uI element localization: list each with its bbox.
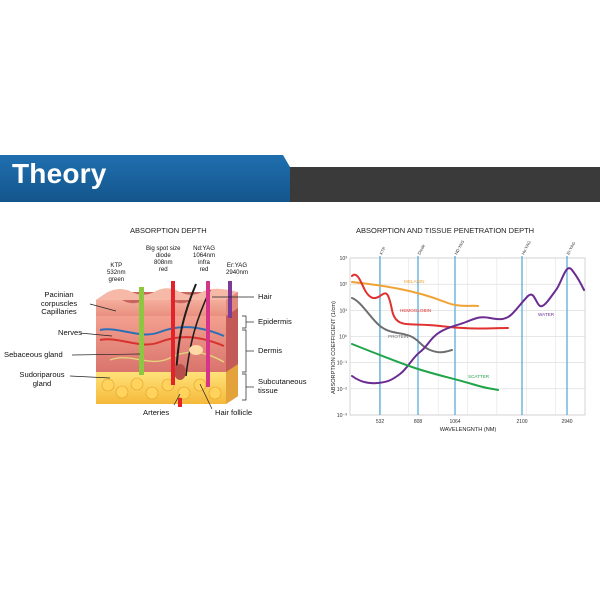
label-epidermis: Epidermis (258, 317, 292, 326)
laser-label-ndyag: Nd:YAG 1064nm infra red (193, 245, 216, 273)
diode-beam (171, 281, 175, 385)
label-hair: Hair (258, 292, 272, 301)
laser-line-label: Diode (416, 243, 426, 256)
penetration-title: ABSORPTION AND TISSUE PENETRATION DEPTH (356, 226, 535, 235)
curve-label-water: WATER (538, 312, 555, 317)
page-title: Theory (12, 158, 107, 189)
fat-layer (96, 372, 226, 404)
laser-line-label: KTP (378, 246, 386, 256)
eryag-beam (228, 281, 232, 318)
label-hair-follicle: Hair follicle (215, 408, 253, 417)
curve-label-scatter: SCATTER (468, 374, 490, 379)
ktp-beam (139, 287, 144, 375)
epidermis-layer (96, 295, 226, 316)
x-tick-label: 2100 (516, 419, 527, 425)
y-tick-label: 10⁻¹ (337, 361, 348, 367)
label-sudoriparous-gland: Sudoriparous gland (19, 370, 65, 388)
curve-scatter (351, 343, 499, 391)
laser-label-ktp: KTP 532nm green (107, 262, 126, 283)
x-tick-label: 808 (414, 419, 423, 425)
x-tick-label: 532 (376, 419, 385, 425)
y-tick-label: 10¹ (340, 308, 348, 314)
label-arteries: Arteries (143, 408, 170, 417)
y-tick-label: 10³ (340, 256, 348, 262)
x-axis-label: WAVELENGNTH (NM) (440, 427, 497, 433)
x-tick-label: 1064 (449, 419, 460, 425)
y-axis-label: ABSORPTION COEFFICIENT (1/cm) (331, 301, 337, 394)
curve-melanin (351, 281, 479, 307)
y-tick-label: 10² (340, 282, 348, 288)
curve-label-hemoglobin: HEMOGLOBIN (400, 308, 431, 313)
absorption-depth-title: ABSORPTION DEPTH (130, 226, 207, 235)
laser-line-label: ND:YAG (453, 239, 465, 255)
banner-tab (0, 155, 290, 202)
curve-water (351, 267, 585, 385)
x-tick-label: 2940 (561, 419, 572, 425)
laser-label-diode: Big spot size diode 808nm red (146, 245, 181, 273)
y-tick-label: 10⁻² (337, 387, 348, 393)
laser-line-label: Er:YAG (565, 241, 576, 256)
curve-label-melanin: MELANIN (404, 279, 424, 284)
y-tick-label: 10⁰ (339, 335, 347, 341)
label-nerves: Nerves (58, 328, 83, 337)
label-pacinian-corpuscles: Pacinian corpuscles Capillaries (40, 290, 78, 316)
y-tick-label: 10⁻³ (337, 413, 348, 419)
label-subcutaneous-tissue: Subcutaneous tissue (258, 377, 307, 395)
curve-protein (351, 297, 453, 354)
laser-line-label: Ho:YAG (520, 240, 531, 256)
laser-label-eryag: Er:YAG 2940nm (226, 262, 249, 276)
label-sebaceous-gland: Sebaceous gland (4, 350, 63, 359)
ndyag-beam (206, 281, 210, 387)
label-dermis: Dermis (258, 346, 283, 355)
curve-label-protein: PROTEIN (388, 334, 408, 339)
